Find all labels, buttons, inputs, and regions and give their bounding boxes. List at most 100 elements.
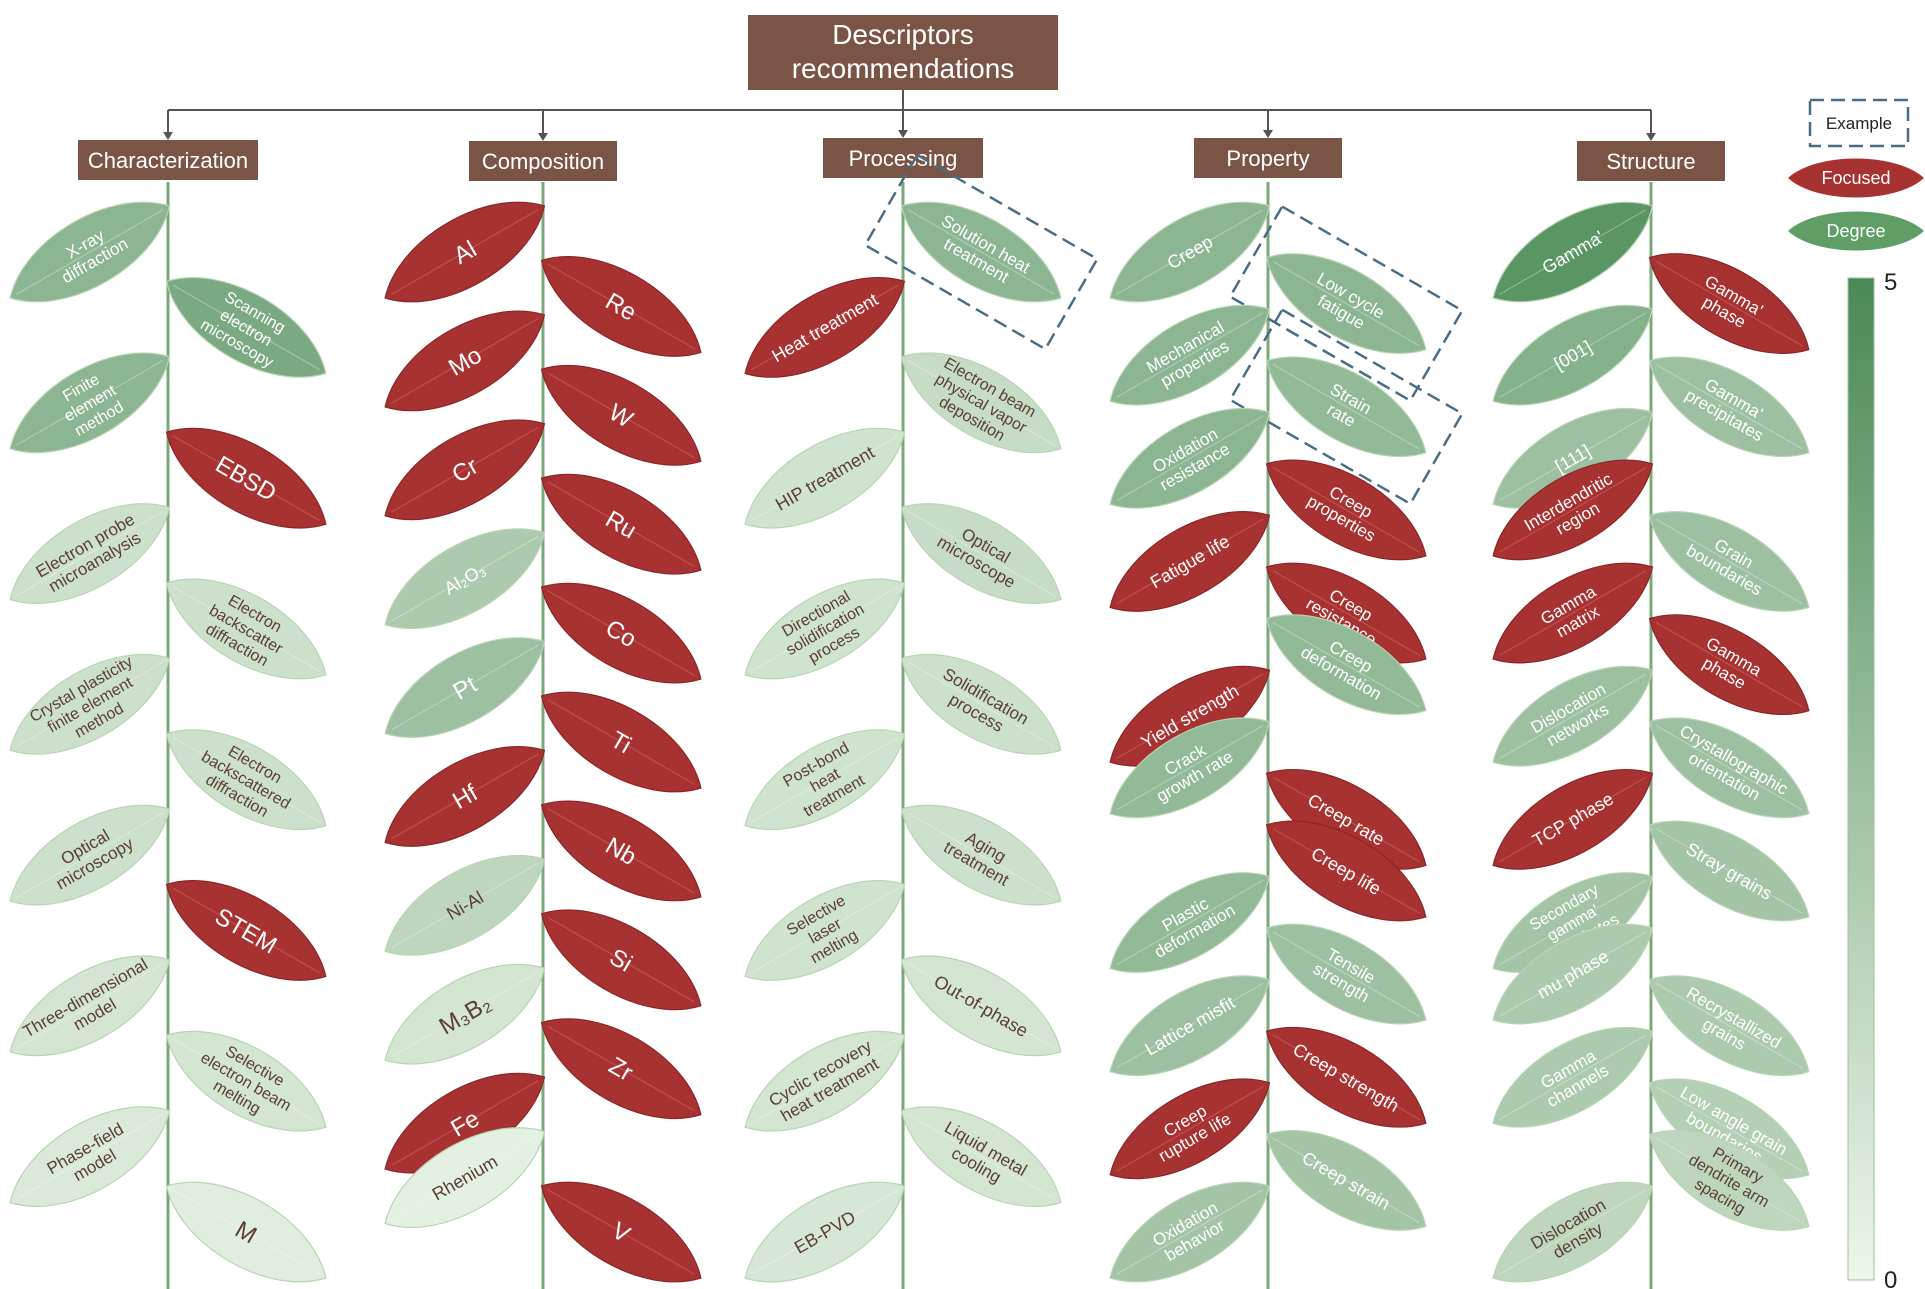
leaf: TCP phase bbox=[1492, 768, 1654, 870]
leaf: Nb bbox=[540, 800, 702, 902]
leaf-blade bbox=[384, 1127, 546, 1228]
leaf: Grainboundaries bbox=[1648, 511, 1810, 612]
leaf: Si bbox=[540, 909, 702, 1011]
leaf-blade bbox=[1648, 511, 1810, 612]
leaf-vein bbox=[547, 808, 695, 894]
leaf-blade bbox=[1109, 872, 1271, 973]
leaf-vein bbox=[1272, 1137, 1420, 1224]
leaf-blade bbox=[744, 729, 906, 831]
leaf-vein bbox=[1655, 621, 1803, 708]
leaf: Liquid metalcooling bbox=[900, 1106, 1062, 1207]
leaf: Al₂O₃ bbox=[384, 528, 546, 630]
leaf-vein bbox=[172, 586, 320, 672]
leaf-vein bbox=[1116, 1086, 1264, 1172]
leaf: Strainrate bbox=[1228, 307, 1464, 506]
leaf: Re bbox=[540, 256, 702, 357]
leaf: Primarydendrite armspacing bbox=[1648, 1130, 1810, 1231]
leaf-blade bbox=[1648, 820, 1810, 922]
leaf-blade bbox=[1492, 1181, 1654, 1283]
example-highlight bbox=[863, 153, 1099, 351]
leaf-blade bbox=[900, 503, 1062, 604]
leaf: V bbox=[540, 1181, 702, 1283]
leaf: Electronbackscatterdiffraction bbox=[165, 578, 327, 680]
leaf: Directionalsolidificationprocess bbox=[744, 578, 906, 680]
leaf: Phase-fieldmodel bbox=[9, 1106, 171, 1207]
leaf: EBSD bbox=[165, 427, 327, 529]
leaf-blade bbox=[1492, 1026, 1654, 1128]
leaf: Recrystallizedgrains bbox=[1648, 975, 1810, 1077]
leaf-vein bbox=[172, 284, 320, 371]
leaf: Heat treatment bbox=[744, 277, 906, 378]
leaf-vein bbox=[1272, 621, 1420, 708]
leaf-vein bbox=[751, 284, 899, 371]
leaf-blade bbox=[9, 653, 171, 755]
leaf-blade bbox=[900, 201, 1062, 303]
leaf-blade bbox=[1109, 201, 1271, 303]
leaf-vein bbox=[751, 435, 899, 521]
leaf-blade bbox=[9, 955, 171, 1057]
leaf: STEM bbox=[165, 880, 327, 981]
leaf-vein bbox=[16, 510, 164, 597]
leaf-blade bbox=[900, 653, 1062, 755]
root-box bbox=[748, 15, 1058, 90]
leaf-vein bbox=[1655, 982, 1803, 1069]
leaf-blade bbox=[1492, 304, 1654, 406]
leaf: M bbox=[165, 1181, 327, 1283]
leaf-vein bbox=[1116, 1189, 1264, 1275]
leaf-vein bbox=[391, 1080, 539, 1166]
leaf: Creepdeformation bbox=[1265, 614, 1427, 716]
legend-degree-leaf bbox=[1788, 211, 1924, 251]
leaf-vein bbox=[1272, 363, 1420, 450]
leaf-vein bbox=[16, 661, 164, 748]
leaf-vein bbox=[547, 1189, 695, 1275]
root-node: Descriptors recommendations bbox=[748, 15, 1058, 90]
leaf-vein bbox=[16, 209, 164, 295]
legend-focused-label: Focused bbox=[1821, 168, 1890, 188]
degree-scale-min: 0 bbox=[1884, 1267, 1897, 1289]
leaf: M₃B₂ bbox=[384, 963, 546, 1065]
leaf: Rhenium bbox=[384, 1127, 546, 1228]
leaf: Electron beamphysical vapordeposition bbox=[900, 352, 1062, 454]
leaf-blade bbox=[900, 804, 1062, 906]
leaf-vein bbox=[1272, 260, 1420, 347]
leaf-blade bbox=[9, 201, 171, 303]
leaf-blade bbox=[1109, 717, 1271, 819]
leaf: Finiteelementmethod bbox=[9, 352, 171, 454]
leaf: Pt bbox=[384, 637, 546, 738]
leaf: Gamma'phase bbox=[1648, 253, 1810, 354]
leaf: [111] bbox=[1492, 407, 1654, 509]
leaf: Selectiveelectron beammelting bbox=[165, 1030, 327, 1132]
leaf: Low cyclefatigue bbox=[1228, 204, 1464, 403]
leaf: Dislocationnetworks bbox=[1492, 665, 1654, 767]
leaf: Agingtreatment bbox=[900, 804, 1062, 906]
branch-arrow bbox=[1646, 133, 1656, 141]
leaf-vein bbox=[391, 318, 539, 404]
leaf-vein bbox=[751, 736, 899, 823]
leaf-blade bbox=[744, 880, 906, 981]
leaf: Cyclic recoveryheat treatment bbox=[744, 1030, 906, 1132]
branch-composition: Composition AlReMoWCrRuAl₂O₃CoPtTiHfNbNi-… bbox=[384, 141, 702, 1289]
leaf-vein bbox=[391, 753, 539, 840]
leaf: Co bbox=[540, 582, 702, 684]
leaf-vein bbox=[547, 590, 695, 676]
leaf: Creep strength bbox=[1265, 1026, 1427, 1128]
leaf: Ni-Al bbox=[384, 854, 546, 956]
leaf: X-raydiffraction bbox=[9, 201, 171, 303]
leaf-blade bbox=[1109, 407, 1271, 509]
leaf-vein bbox=[907, 1113, 1055, 1200]
leaf-vein bbox=[1272, 570, 1420, 656]
leaf-blade bbox=[9, 804, 171, 906]
legend-example-label: Example bbox=[1826, 114, 1892, 133]
leaf-blade bbox=[900, 1106, 1062, 1207]
leaf: Electronbackscattereddiffraction bbox=[165, 729, 327, 831]
leaf: Cr bbox=[384, 419, 546, 521]
leaf-vein bbox=[16, 963, 164, 1049]
leaf-vein bbox=[907, 510, 1055, 597]
leaf-vein bbox=[1499, 879, 1647, 966]
leaf-blade bbox=[1648, 356, 1810, 458]
branch-arrow bbox=[538, 133, 548, 141]
root-title-line-1: Descriptors bbox=[832, 19, 974, 50]
leaf-vein bbox=[1116, 415, 1264, 502]
leaf: Crystallographicorientation bbox=[1648, 717, 1810, 819]
leaf-blade bbox=[1648, 1130, 1810, 1231]
